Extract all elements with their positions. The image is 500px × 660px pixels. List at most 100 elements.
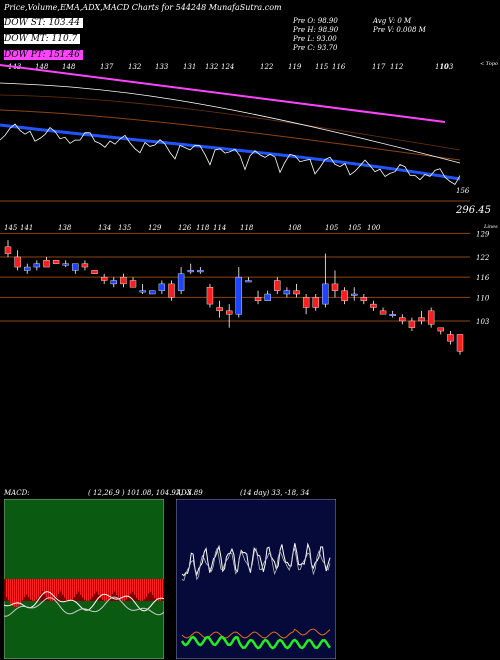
macd-bar bbox=[138, 579, 140, 600]
candle bbox=[168, 280, 175, 301]
candle bbox=[351, 287, 358, 301]
ema-top-label: 132 bbox=[128, 63, 142, 71]
ema-top-label: 131 bbox=[183, 63, 196, 71]
ema-top-label: 133 bbox=[155, 63, 169, 71]
macd-histogram bbox=[6, 579, 164, 607]
candle bbox=[206, 283, 214, 308]
macd-bar bbox=[58, 579, 60, 595]
candle-body bbox=[456, 334, 464, 352]
candle bbox=[370, 300, 377, 311]
candle bbox=[254, 290, 262, 305]
candle bbox=[81, 260, 89, 271]
candle-body bbox=[43, 260, 50, 268]
candle-body bbox=[370, 303, 377, 308]
macd-bar bbox=[112, 579, 114, 594]
macd-bar bbox=[146, 579, 148, 597]
price-top-label: 114 bbox=[213, 224, 226, 232]
candle-body bbox=[216, 307, 223, 312]
adx-line-2 bbox=[181, 547, 331, 581]
pre-close: Pre C: 93.70 bbox=[293, 44, 338, 52]
candle bbox=[4, 240, 12, 257]
candle-body bbox=[283, 290, 291, 295]
macd-bar bbox=[22, 579, 24, 601]
candle-body bbox=[197, 270, 204, 273]
macd-bar bbox=[26, 579, 28, 595]
candle bbox=[14, 250, 21, 271]
candle-body bbox=[437, 327, 444, 332]
dow-pt-legend: DOW PT: 151.46 bbox=[4, 50, 83, 60]
macd-bar bbox=[66, 579, 68, 600]
candle-body bbox=[322, 283, 329, 305]
price-top-label: 138 bbox=[58, 224, 72, 232]
candle bbox=[72, 263, 79, 274]
ema-price-label: 296.45 bbox=[455, 205, 491, 215]
macd-bar bbox=[48, 579, 50, 600]
macd-bar bbox=[126, 579, 128, 600]
candle bbox=[225, 304, 233, 328]
candle bbox=[427, 307, 435, 328]
candle-body bbox=[264, 293, 271, 301]
price-top-label: 134 bbox=[98, 224, 111, 232]
price-top-label: 145 bbox=[4, 224, 18, 232]
macd-signal-line bbox=[4, 596, 164, 617]
adx-panel bbox=[176, 499, 336, 659]
macd-bar bbox=[72, 579, 74, 600]
candle bbox=[100, 273, 108, 284]
price-yticks: 129 122 116 110 103 bbox=[476, 230, 490, 326]
macd-bar bbox=[140, 579, 142, 601]
pre-high: Pre H: 98.90 bbox=[293, 26, 339, 34]
candle-body bbox=[81, 263, 89, 268]
price-top-label: 141 bbox=[20, 224, 33, 232]
macd-bar bbox=[16, 579, 18, 607]
ema-corner-label: < Topo bbox=[480, 61, 498, 67]
candle-body bbox=[120, 276, 127, 285]
candle bbox=[341, 287, 348, 305]
candle-body bbox=[351, 293, 358, 296]
candle bbox=[302, 294, 310, 315]
ema-top-label: 124 bbox=[221, 63, 234, 71]
candle-body bbox=[206, 287, 214, 305]
pre-low: Pre L: 93.00 bbox=[293, 35, 337, 43]
candle-body bbox=[72, 263, 79, 271]
price-ytick: 122 bbox=[476, 254, 490, 262]
candle-body bbox=[293, 290, 300, 295]
macd-bar bbox=[122, 579, 124, 601]
macd-bar bbox=[56, 579, 58, 598]
macd-bar bbox=[134, 579, 136, 595]
candle-body bbox=[52, 260, 60, 264]
macd-bar bbox=[62, 579, 64, 595]
macd-bar bbox=[132, 579, 134, 592]
candle bbox=[62, 260, 69, 268]
ema-white-line-1 bbox=[0, 82, 461, 164]
candle-body bbox=[91, 270, 98, 274]
macd-bar bbox=[128, 579, 130, 597]
macd-bar bbox=[44, 579, 46, 595]
avg-volume: Avg V: 0 M bbox=[373, 17, 412, 25]
macd-bar bbox=[124, 579, 126, 601]
pre-open: Pre O: 98.90 bbox=[293, 17, 338, 25]
macd-bar bbox=[12, 579, 14, 606]
price-panel: 145 141 138 134 135 129 126 118 114 118 108 105 105 1… bbox=[0, 224, 498, 355]
candle bbox=[33, 260, 41, 271]
ema-top-label: 119 bbox=[288, 63, 302, 71]
macd-values: ( 12,26,9 ) 101.08, 104.97, -3.89 bbox=[88, 489, 203, 497]
ema-top-label: 148 bbox=[35, 63, 49, 71]
macd-bar bbox=[136, 579, 138, 598]
macd-bar bbox=[54, 579, 56, 600]
price-ytick: 129 bbox=[476, 230, 490, 238]
price-top-label: 129 bbox=[148, 224, 162, 232]
candle bbox=[379, 307, 387, 315]
candle bbox=[197, 267, 204, 274]
adx-background bbox=[176, 499, 336, 659]
candle bbox=[91, 270, 98, 274]
macd-bar bbox=[28, 579, 30, 598]
ema-blue-line bbox=[0, 123, 461, 181]
macd-bar bbox=[90, 579, 92, 600]
candle bbox=[120, 273, 127, 288]
candle bbox=[389, 310, 396, 318]
candle-body bbox=[177, 273, 185, 291]
macd-bar bbox=[110, 579, 112, 598]
candle bbox=[312, 294, 319, 311]
candle bbox=[456, 334, 464, 355]
candle-body bbox=[168, 283, 175, 298]
